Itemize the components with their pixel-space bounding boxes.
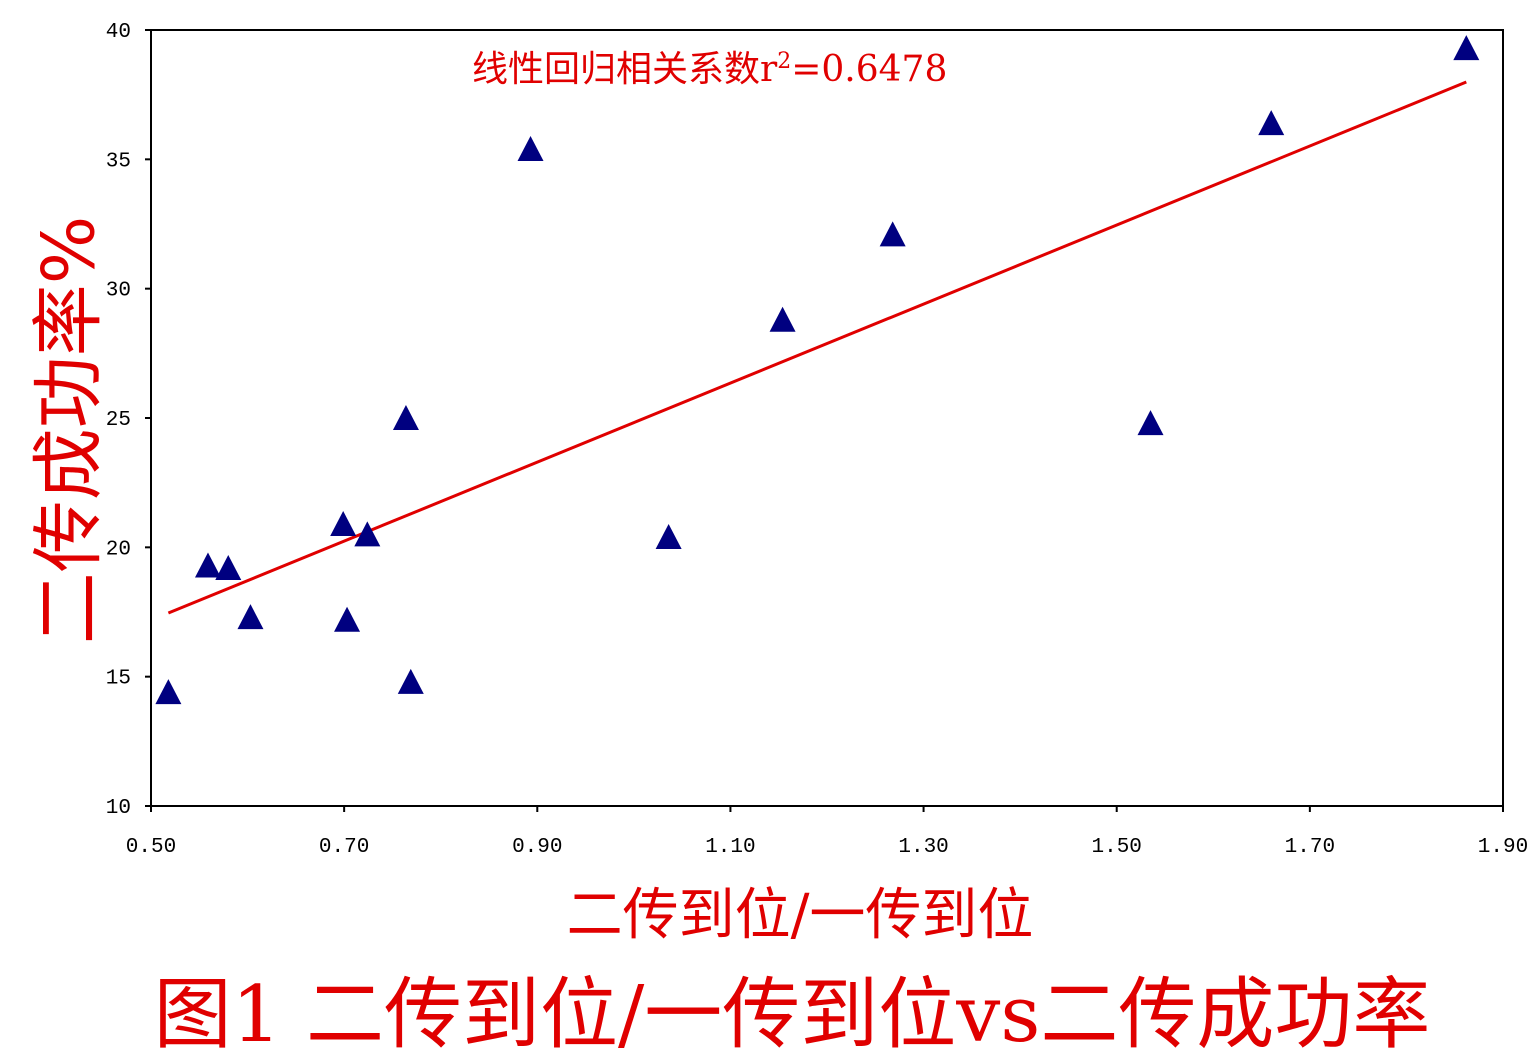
- data-point: [237, 604, 264, 630]
- data-point: [1258, 110, 1285, 136]
- x-tick-label: 1.70: [1285, 836, 1335, 859]
- trendline: [167, 80, 1467, 615]
- data-point: [655, 523, 682, 549]
- data-point: [1453, 35, 1480, 61]
- y-axis-label: 二传成功率%: [26, 215, 111, 645]
- data-point: [1137, 410, 1164, 436]
- data-point: [194, 552, 221, 578]
- chart-title: 图1 二传到位/一传到位vs二传成功率: [153, 970, 1431, 1060]
- regression-annotation: 线性回归相关系数r2=0.6478: [472, 49, 948, 90]
- x-tick-label: 0.50: [126, 836, 176, 859]
- y-tick-label: 40: [106, 21, 131, 44]
- data-point: [517, 135, 544, 161]
- data-point: [330, 511, 357, 537]
- x-tick-label: 1.30: [898, 836, 948, 859]
- data-point: [879, 221, 906, 247]
- x-tick-label: 1.10: [705, 836, 755, 859]
- y-tick-label: 30: [106, 280, 131, 303]
- x-tick-label: 1.90: [1478, 836, 1528, 859]
- y-tick-label: 25: [106, 409, 131, 432]
- x-tick-label: 0.90: [512, 836, 562, 859]
- data-point: [769, 306, 796, 332]
- y-tick-label: 35: [106, 150, 131, 173]
- data-point: [155, 679, 182, 705]
- x-tick-label: 1.50: [1092, 836, 1142, 859]
- data-point: [397, 668, 424, 694]
- y-tick-label: 10: [106, 797, 131, 820]
- data-point: [392, 405, 419, 430]
- data-point: [354, 521, 381, 547]
- data-point: [215, 555, 242, 581]
- data-point: [334, 606, 361, 632]
- x-axis-label: 二传到位/一传到位: [566, 883, 1034, 948]
- y-tick-label: 20: [106, 538, 131, 561]
- plot-frame: [150, 29, 1504, 807]
- x-tick-label: 0.70: [319, 836, 369, 859]
- y-tick-label: 15: [106, 668, 131, 691]
